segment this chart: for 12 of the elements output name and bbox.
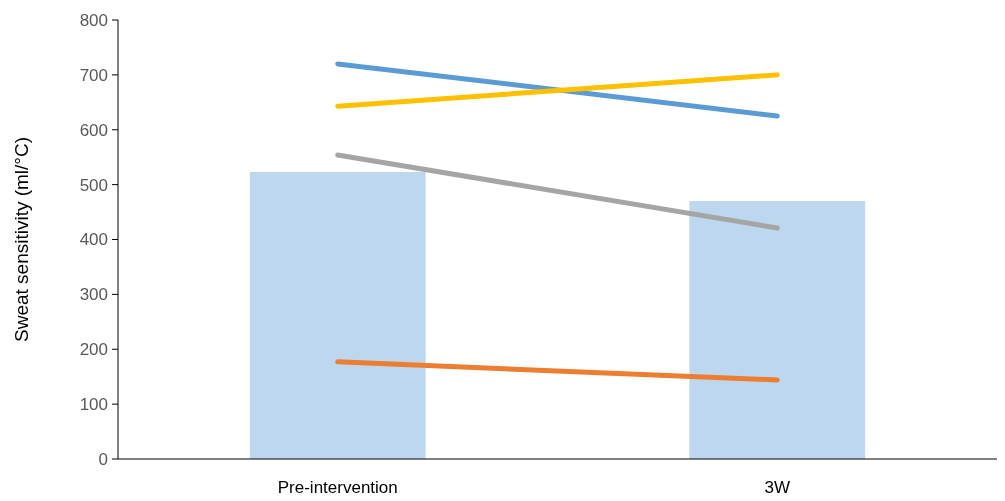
y-tick-label: 600 bbox=[79, 120, 108, 140]
y-tick-label: 200 bbox=[79, 340, 108, 360]
y-tick-label: 300 bbox=[79, 285, 108, 305]
y-tick-label: 0 bbox=[98, 449, 108, 469]
y-axis-title: Sweat sensitivity (ml/°C) bbox=[11, 136, 32, 343]
x-tick-label: Pre-intervention bbox=[277, 478, 398, 497]
y-tick-label: 500 bbox=[79, 175, 108, 195]
x-tick-label: 3W bbox=[764, 478, 790, 497]
y-tick-label: 100 bbox=[79, 395, 108, 415]
y-tick-label: 700 bbox=[79, 65, 108, 85]
y-tick-label: 800 bbox=[79, 10, 108, 30]
y-tick-label: 400 bbox=[79, 230, 108, 250]
